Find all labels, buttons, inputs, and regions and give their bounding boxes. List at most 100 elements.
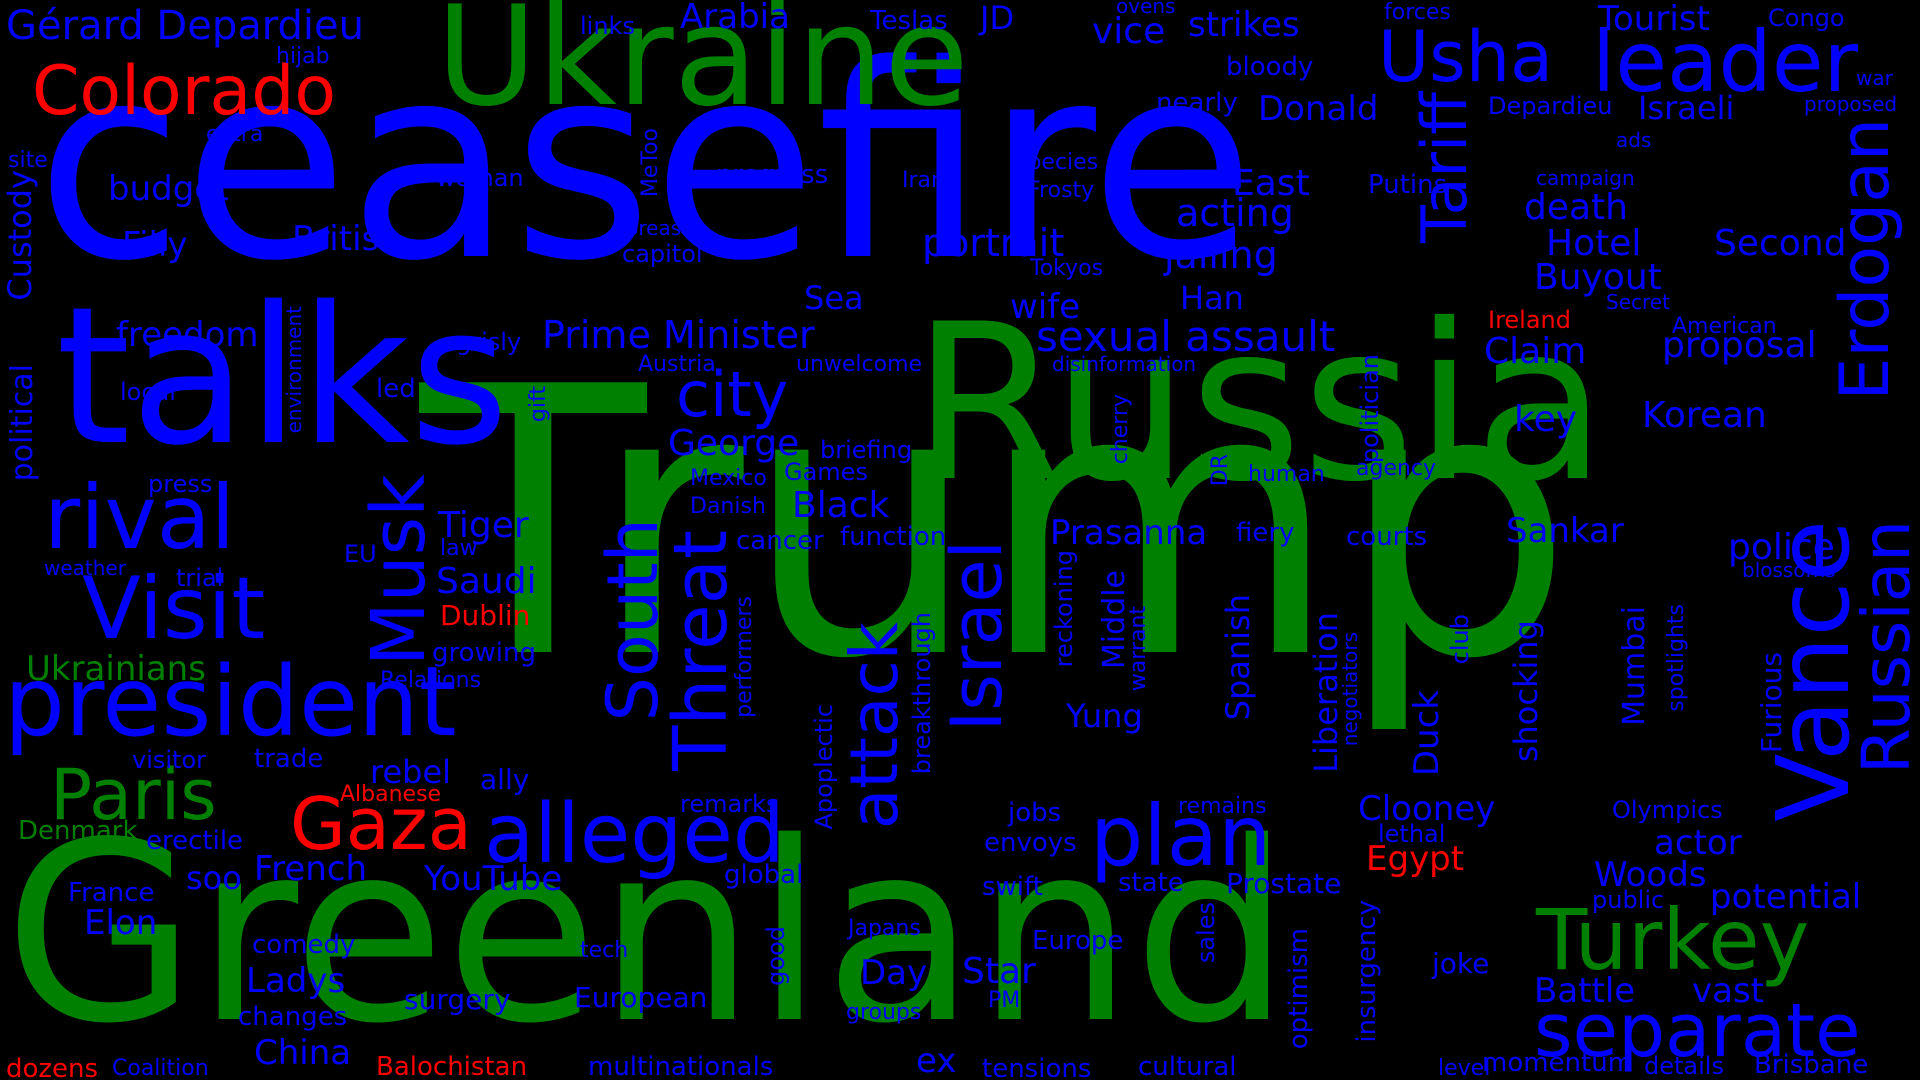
word-clooney: Clooney — [1358, 789, 1496, 829]
word-furious: Furious — [1755, 652, 1788, 754]
word-growing: growing — [432, 638, 536, 668]
word-soo: soo — [186, 859, 242, 897]
word-korean: Korean — [1642, 395, 1767, 436]
word-olympics: Olympics — [1612, 796, 1723, 824]
word-ally: ally — [480, 763, 530, 796]
word-changes: changes — [238, 1002, 348, 1032]
word-separate: separate — [1534, 988, 1861, 1074]
word-israeli: Israeli — [1638, 89, 1735, 127]
word-albanese: Albanese — [340, 782, 442, 807]
word-paris: Paris — [50, 754, 217, 836]
word-spotlights: spotlights — [1664, 604, 1689, 712]
word-putins: Putins — [1368, 170, 1448, 200]
word-day: Day — [860, 953, 928, 993]
word-details: details — [1644, 1052, 1724, 1080]
word-iran: Iran — [902, 168, 945, 193]
word-envoys: envoys — [984, 828, 1077, 858]
word-remarks: remarks — [680, 790, 779, 818]
word-nearly: nearly — [1156, 88, 1238, 118]
word-austria: Austria — [638, 352, 716, 377]
word-proposal: proposal — [1662, 325, 1817, 366]
word-tech: tech — [580, 938, 629, 963]
word-proposed: proposed — [1804, 92, 1898, 116]
word-rival: rival — [44, 466, 236, 569]
word-visitor: visitor — [132, 746, 207, 774]
word-warrant: warrant — [1126, 606, 1151, 692]
word-ladys: Ladys — [246, 961, 346, 1001]
word-musk: Musk — [356, 474, 442, 667]
word-koreas: Koreas — [614, 216, 682, 240]
word-sexual-assault: sexual assault — [1036, 312, 1336, 361]
word-police: police — [1728, 527, 1835, 568]
word-gift: gift — [526, 386, 551, 423]
word-leader: leader — [1592, 13, 1859, 111]
word-talks: talks — [56, 266, 509, 487]
word-trade: trade — [254, 744, 324, 774]
word-ovens: ovens — [1116, 0, 1176, 18]
word-japans: Japans — [848, 916, 921, 941]
word-vast: vast — [1692, 971, 1765, 1011]
word-actor: actor — [1654, 823, 1742, 863]
word-metoo: MeToo — [638, 128, 663, 198]
word-hotel: Hotel — [1546, 223, 1642, 264]
word-president: president — [4, 646, 457, 758]
word-environment: environment — [282, 306, 306, 434]
word-ads: ads — [1616, 128, 1652, 152]
word-capitol: capitol — [622, 240, 703, 268]
word-spanish: Spanish — [1219, 594, 1257, 721]
word-dozens: dozens — [6, 1054, 99, 1080]
word-russia: Russia — [912, 278, 1607, 529]
word-russian: Russian — [1848, 520, 1920, 775]
word-public: public — [1592, 886, 1665, 914]
word-prime-minister: Prime Minister — [542, 313, 815, 357]
word-depardieu: Depardieu — [1488, 92, 1613, 120]
word-tokyos: Tokyos — [1030, 256, 1104, 281]
word-danish: Danish — [690, 494, 766, 519]
word-prostate: Prostate — [1226, 867, 1342, 900]
word-site: site — [8, 148, 48, 173]
word-bloody: bloody — [1226, 52, 1314, 82]
word-extra: extra — [206, 122, 264, 147]
word-unwelcome: unwelcome — [796, 352, 923, 377]
word-threat: Threat — [658, 530, 744, 771]
word-claim: Claim — [1484, 331, 1587, 372]
word-jailing: jailing — [1164, 233, 1278, 277]
word-cherry: cherry — [1108, 394, 1133, 465]
word-briefing: briefing — [820, 436, 913, 464]
word-groups: groups — [846, 1000, 922, 1025]
word-breakthrough: breakthrough — [908, 612, 936, 775]
word-congo: Congo — [1768, 4, 1845, 32]
word-gaza: Gaza — [290, 782, 472, 866]
word-prasanna: Prasanna — [1050, 513, 1208, 553]
word-politician: politician — [1356, 354, 1384, 464]
word-insurgency: insurgency — [1352, 900, 1382, 1043]
word-trump: Trump — [420, 310, 1574, 740]
word-links: links — [580, 12, 635, 40]
word-city: city — [676, 358, 789, 431]
word-global: global — [724, 860, 804, 890]
word-local: local — [120, 378, 176, 406]
word-mexico: Mexico — [690, 466, 767, 491]
word-buyout: Buyout — [1534, 257, 1662, 298]
word-weather: weather — [44, 556, 126, 580]
word-wife: wife — [1010, 287, 1081, 327]
word-progress: progress — [716, 160, 829, 190]
word-campaign: campaign — [1536, 166, 1635, 190]
word-tariff: Tariff — [1408, 92, 1481, 244]
word-teslas: Teslas — [870, 6, 948, 36]
word-led: led — [376, 374, 416, 404]
word-woman: woman — [436, 164, 524, 192]
word-cancer: cancer — [736, 526, 824, 556]
word-vice: vice — [1092, 11, 1166, 52]
word-performers: performers — [732, 596, 757, 718]
word-secret: Secret — [1606, 290, 1670, 314]
word-club: club — [1446, 614, 1474, 665]
word-rebel: rebel — [370, 753, 452, 791]
word-apoplectic: Apoplectic — [810, 704, 838, 830]
word-alleged: alleged — [484, 787, 785, 882]
word-strikes: strikes — [1188, 5, 1300, 45]
word-plan: plan — [1090, 787, 1272, 885]
word-gerard-depardieu: Gérard Depardieu — [6, 3, 364, 49]
word-optimism: optimism — [1284, 928, 1314, 1050]
